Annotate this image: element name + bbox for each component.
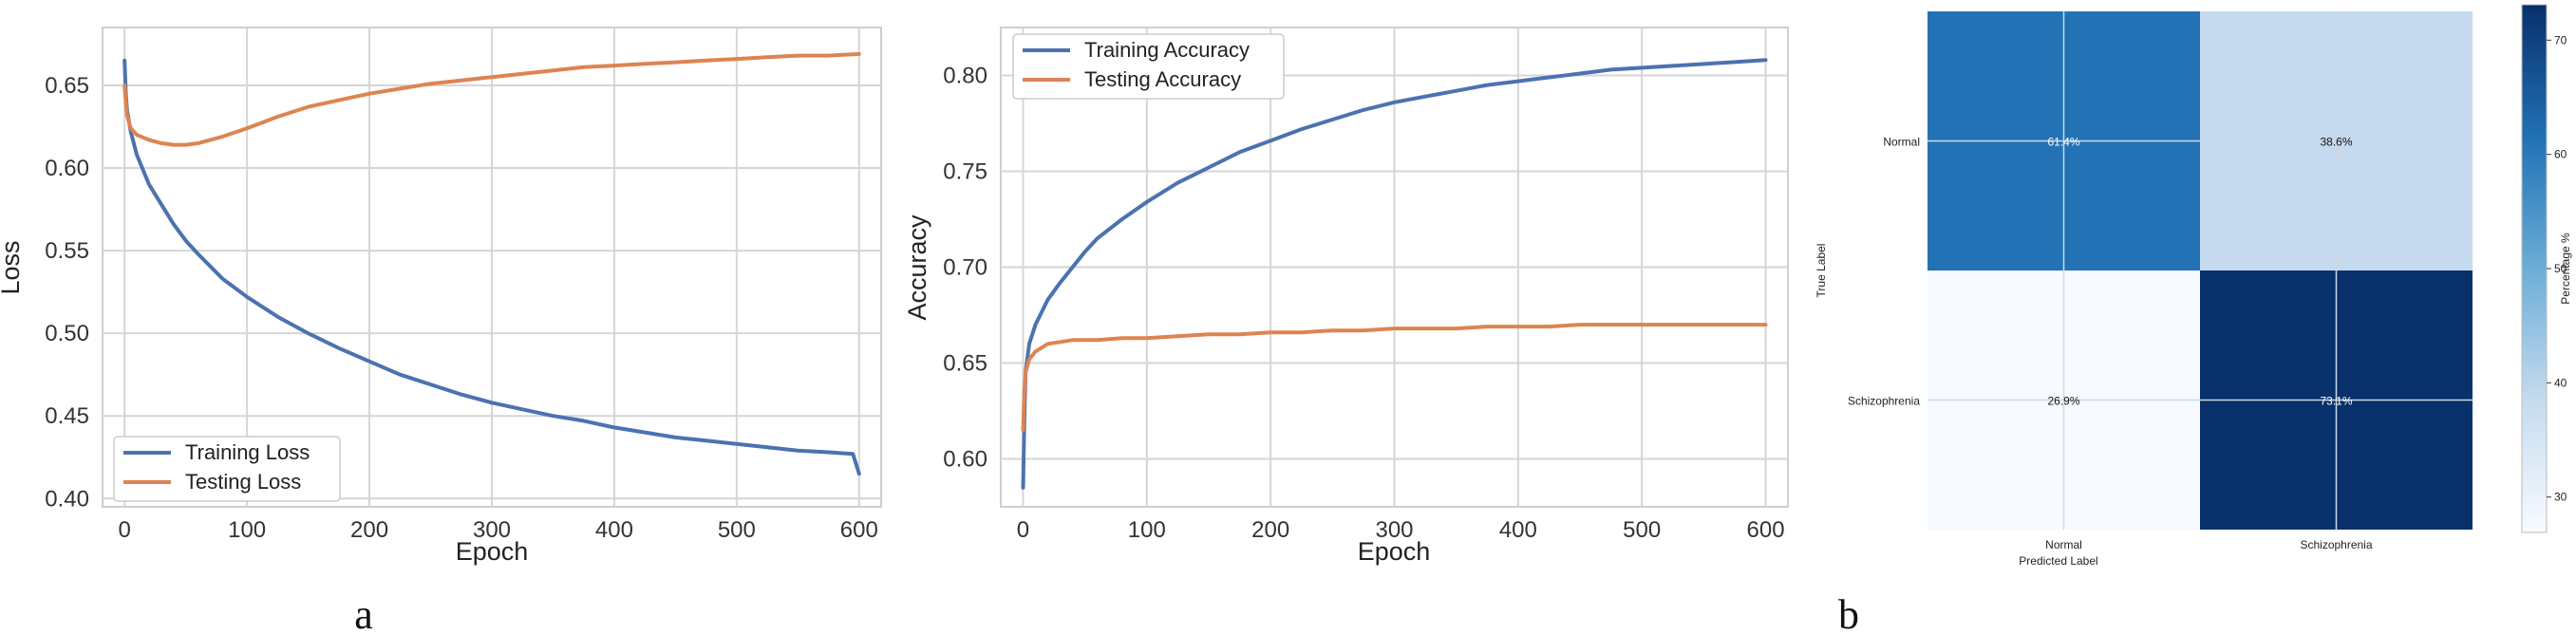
y-tick-label: 0.75	[943, 159, 987, 185]
x-tick-label: 500	[718, 517, 756, 543]
x-tick-label: 500	[1623, 517, 1661, 543]
x-tick-label: 300	[473, 517, 511, 543]
colorbar-tick-label: 30	[2554, 491, 2567, 504]
x-tick-label: 300	[1375, 517, 1413, 543]
confusion-matrix: 61.4% 38.6% 26.9% 73.1% Normal Schizophrenia N…	[1814, 4, 2572, 568]
x-tick-label: 200	[1251, 517, 1289, 543]
colorbar-tick-label: 70	[2554, 33, 2567, 47]
y-tick-label: 0.45	[45, 403, 89, 429]
cm-y-tick-label: Normal	[1883, 136, 1920, 149]
x-tick-label: 400	[595, 517, 633, 543]
colorbar-tick-label: 50	[2554, 262, 2567, 275]
cm-cell-label: 38.6%	[2320, 136, 2352, 149]
cm-x-tick-label: Normal	[2045, 538, 2082, 551]
x-tick-label: 600	[1747, 517, 1785, 543]
cm-y-tick-label: Schizophrenia	[1848, 395, 1920, 408]
x-tick-label: 400	[1499, 517, 1537, 543]
y-tick-label: 0.65	[943, 351, 987, 377]
y-tick-label: 0.50	[45, 321, 89, 346]
series-line-testing-accuracy	[1021, 323, 1768, 433]
colorbar-tick-label: 40	[2554, 376, 2567, 389]
cm-cell-label: 26.9%	[2047, 395, 2079, 408]
y-tick-label: 0.80	[943, 64, 987, 89]
y-tick-label: 0.60	[943, 447, 987, 473]
legend-training-accuracy-label: Training Accuracy	[1084, 38, 1250, 62]
x-tick-label: 200	[350, 517, 388, 543]
y-tick-label: 0.40	[45, 486, 89, 512]
x-tick-label: 600	[840, 517, 878, 543]
accuracy-x-axis-label: Epoch	[1358, 537, 1431, 566]
x-tick-label: 100	[1128, 517, 1166, 543]
legend-testing-accuracy-label: Testing Accuracy	[1084, 67, 1241, 91]
panel-label-b: b	[1838, 591, 1859, 634]
cm-x-tick-label: Schizophrenia	[2300, 538, 2372, 551]
loss-y-axis-label: Loss	[0, 240, 25, 294]
legend-training-loss-label: Training Loss	[185, 440, 310, 464]
cm-cell-label: 73.1%	[2320, 395, 2352, 408]
cm-x-axis-label: Predicted Label	[2019, 554, 2097, 568]
loss-legend: Training Loss Testing Loss	[113, 436, 341, 502]
x-tick-label: 100	[228, 517, 266, 543]
y-tick-label: 0.60	[45, 156, 89, 181]
cm-y-axis-label: True Label	[1814, 244, 1828, 298]
series-line-testing-loss	[122, 51, 861, 147]
y-tick-label: 0.55	[45, 238, 89, 264]
x-tick-label: 0	[119, 517, 131, 543]
legend-testing-loss-label: Testing Loss	[185, 470, 301, 494]
y-tick-label: 0.70	[943, 255, 987, 281]
colorbar	[2521, 4, 2548, 533]
accuracy-legend: Training Accuracy Testing Accuracy	[1012, 33, 1285, 100]
series-line-training-loss	[122, 58, 861, 476]
loss-x-axis-label: Epoch	[456, 537, 529, 566]
colorbar-label: Percentage %	[2559, 233, 2572, 305]
accuracy-y-axis-label: Accuracy	[903, 214, 931, 321]
panel-label-a: a	[354, 591, 373, 634]
accuracy-chart: 0 100 200 300 400 500 6000.600.650.700.750.80 …	[903, 27, 1789, 566]
cm-cell-label: 61.4%	[2047, 136, 2079, 149]
x-tick-label: 0	[1017, 517, 1029, 543]
y-tick-label: 0.65	[45, 73, 89, 99]
series-line-training-accuracy	[1021, 58, 1768, 490]
colorbar-tick-label: 60	[2554, 148, 2567, 161]
loss-chart: 0 100 200 300 400 500 600 0.40 0.45 0.50 0.55 0.60 0…	[0, 27, 882, 566]
